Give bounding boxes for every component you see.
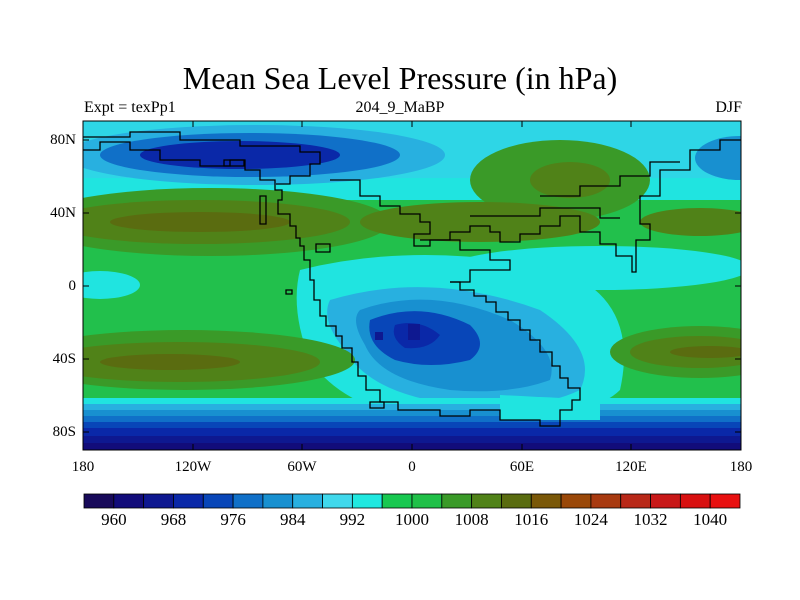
lat-label-40n: 40N [50, 205, 76, 221]
colorbar-swatch [232, 493, 264, 509]
colorbar-label: 1032 [633, 510, 668, 529]
aleutian-low-core [140, 141, 340, 169]
pressure-field [83, 121, 741, 450]
southern-low-core-2 [375, 332, 383, 340]
colorbar-swatch [441, 493, 473, 509]
lon-label-60w: 60W [287, 459, 317, 475]
lon-label-0: 0 [408, 459, 416, 475]
siberian-high-core [530, 162, 610, 198]
colorbar-swatch [381, 493, 413, 509]
lon-label-60e: 60E [509, 459, 535, 475]
colorbar-swatch [351, 493, 383, 509]
polar-low-east [695, 136, 741, 180]
axis-ticks [83, 121, 741, 450]
coastlines [83, 131, 741, 427]
lon-label-120w: 120W [174, 459, 212, 475]
colorbar-swatch [322, 493, 353, 509]
colorbar-label: 1000 [395, 510, 429, 529]
lon-label-120e: 120E [615, 459, 647, 475]
colorbar-label: 984 [279, 510, 306, 529]
colorbar-label: 992 [339, 510, 366, 529]
colorbar-swatch [471, 493, 502, 509]
colorbar-label: 976 [220, 510, 246, 529]
colorbar-swatch [143, 493, 174, 509]
lon-label-180e: 180 [729, 459, 753, 475]
colorbar-swatch [590, 493, 622, 509]
map-title: Mean Sea Level Pressure (in hPa) [182, 60, 618, 96]
lon-label-180w: 180 [71, 459, 95, 475]
colorbar-swatch [113, 493, 145, 509]
colorbar-swatch [202, 493, 234, 509]
north-pacific-high-core [110, 212, 290, 232]
colorbar-swatch [262, 493, 294, 509]
colorbar-label: 1040 [693, 510, 728, 529]
lat-label-40s: 40S [52, 351, 76, 367]
colorbar-swatch [620, 493, 651, 509]
colorbar-swatch [411, 493, 443, 509]
south-indian-high-core [670, 346, 741, 358]
colorbar-swatch [679, 493, 711, 509]
southern-continent-tip [500, 395, 600, 420]
lat-label-80s: 80S [52, 424, 76, 440]
colorbar-swatch [650, 493, 681, 509]
colorbar-swatch [709, 493, 741, 509]
lat-label-0: 0 [68, 278, 77, 294]
colorbar [83, 493, 741, 509]
run-label: 204_9_MaBP [355, 99, 445, 116]
lat-label-80n: 80N [50, 132, 76, 148]
colorbar-label: 960 [101, 510, 127, 529]
colorbar-label: 968 [160, 510, 187, 529]
north-high-east [640, 208, 741, 236]
colorbar-swatch [83, 493, 115, 509]
colorbar-swatch [560, 493, 592, 509]
colorbar-swatch [292, 493, 323, 509]
colorbar-swatch [173, 493, 204, 509]
equatorial-low-west [83, 271, 140, 299]
colorbar-swatch [530, 493, 562, 509]
season-label: DJF [715, 99, 742, 116]
colorbar-label: 1024 [573, 510, 608, 529]
colorbar-swatch [501, 493, 532, 509]
experiment-label: Expt = texPp1 [84, 99, 176, 116]
south-pacific-high-core [100, 354, 240, 370]
colorbar-label: 1016 [514, 510, 549, 529]
southern-low-core [408, 324, 420, 340]
colorbar-label: 1008 [454, 510, 489, 529]
